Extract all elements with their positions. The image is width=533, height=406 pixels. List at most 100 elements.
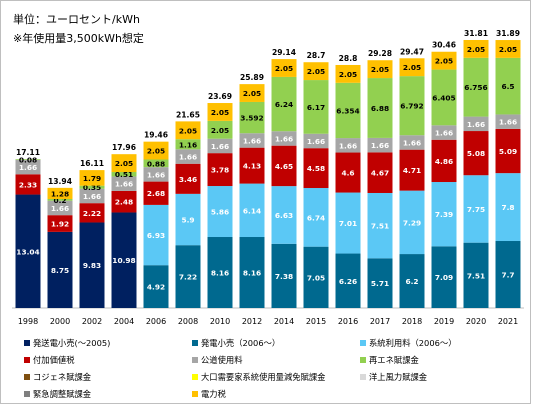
legend-label: 発送電小売(～2005) bbox=[33, 338, 111, 348]
x-tick-label: 2002 bbox=[82, 317, 102, 326]
total-value-label: 31.81 bbox=[464, 29, 488, 38]
bar-segment bbox=[143, 204, 169, 266]
segment-value-label: 2.05 bbox=[339, 70, 357, 79]
x-tick-label: 2004 bbox=[114, 317, 134, 326]
legend-swatch bbox=[192, 357, 198, 363]
bar-segment bbox=[271, 186, 297, 244]
bar-segment bbox=[207, 186, 233, 238]
legend-item: 再エネ賦課金 bbox=[360, 355, 419, 365]
segment-value-label: 6.14 bbox=[243, 206, 261, 215]
legend-label: 付加価値税 bbox=[33, 355, 75, 365]
bar-segment bbox=[335, 253, 361, 308]
legend-item: 電力税 bbox=[192, 389, 226, 399]
segment-value-label: 2.05 bbox=[371, 65, 389, 74]
x-tick-label: 2010 bbox=[210, 317, 230, 326]
segment-value-label: 6.88 bbox=[371, 104, 389, 113]
bar-segment bbox=[239, 147, 265, 184]
legend-item: 洋上風力賦課金 bbox=[360, 372, 427, 382]
segment-value-label: 10.98 bbox=[112, 256, 135, 265]
segment-value-label: 4.71 bbox=[403, 166, 421, 175]
segment-value-label: 8.16 bbox=[211, 269, 229, 278]
segment-value-label: 1.66 bbox=[211, 142, 229, 151]
bar-segment bbox=[303, 133, 329, 149]
bar-segment bbox=[367, 60, 393, 79]
x-tick-label: 2021 bbox=[498, 317, 518, 326]
segment-value-label: 4.67 bbox=[371, 169, 389, 178]
bar-segment bbox=[431, 51, 457, 70]
unit-label: 単位：ユーロセント/kWh bbox=[13, 13, 140, 26]
segment-value-label: 7.8 bbox=[501, 203, 514, 212]
bar-segment bbox=[431, 69, 457, 126]
legend-swatch bbox=[360, 374, 366, 380]
legend-label: 系統利用料（2006～） bbox=[369, 338, 457, 348]
legend-label: コジェネ賦課金 bbox=[33, 372, 92, 382]
bar-segment bbox=[367, 137, 393, 153]
bar-segment bbox=[175, 245, 201, 308]
total-value-label: 23.69 bbox=[208, 92, 232, 101]
segment-value-label: 3.46 bbox=[179, 175, 197, 184]
segment-value-label: 2.05 bbox=[211, 108, 229, 117]
x-tick-label: 2015 bbox=[306, 317, 326, 326]
segment-value-label: 0.35 bbox=[83, 183, 101, 192]
segment-value-label: 7.7 bbox=[501, 271, 514, 280]
x-tick-label: 2018 bbox=[402, 317, 422, 326]
x-tick-label: 1998 bbox=[18, 317, 38, 326]
bar-segment bbox=[431, 182, 457, 247]
total-value-label: 25.89 bbox=[240, 73, 264, 82]
segment-value-label: 2.05 bbox=[147, 147, 165, 156]
segment-value-label: 6.17 bbox=[307, 103, 325, 112]
legend-swatch bbox=[24, 357, 30, 363]
legend-swatch bbox=[192, 391, 198, 397]
bar-segment bbox=[111, 176, 137, 191]
segment-value-label: 6.74 bbox=[307, 213, 325, 222]
bar-segment bbox=[399, 76, 425, 136]
segment-value-label: 6.24 bbox=[275, 100, 293, 109]
bar-segment bbox=[495, 128, 521, 174]
bar-segment bbox=[399, 149, 425, 191]
segment-value-label: 5.86 bbox=[211, 208, 229, 217]
bar-segment bbox=[335, 152, 361, 193]
segment-value-label: 4.92 bbox=[147, 283, 165, 292]
legend-item: 系統利用料（2006～） bbox=[360, 338, 457, 348]
segment-value-label: 2.05 bbox=[179, 126, 197, 135]
segment-value-label: 1.79 bbox=[83, 174, 101, 183]
bar-segment bbox=[15, 194, 41, 308]
bar-segment bbox=[15, 174, 41, 195]
legend-swatch bbox=[360, 340, 366, 346]
bar-segment bbox=[463, 57, 489, 117]
bar-segment bbox=[399, 58, 425, 77]
total-value-label: 29.28 bbox=[368, 49, 392, 58]
bar-segment bbox=[399, 190, 425, 255]
bar-segment bbox=[207, 138, 233, 154]
bar-segment bbox=[79, 188, 105, 204]
segment-value-label: 7.05 bbox=[307, 273, 325, 282]
bar-segment bbox=[271, 243, 297, 308]
segment-value-label: 1.66 bbox=[339, 141, 357, 150]
bar-segment bbox=[47, 215, 73, 232]
total-value-label: 17.11 bbox=[16, 148, 40, 157]
legend-swatch bbox=[360, 357, 366, 363]
bar-segment bbox=[207, 153, 233, 187]
total-value-label: 29.14 bbox=[272, 48, 296, 57]
segment-value-label: 2.05 bbox=[435, 57, 453, 66]
segment-value-label: 7.75 bbox=[467, 205, 485, 214]
bar-segment bbox=[111, 190, 137, 213]
segment-value-label: 2.05 bbox=[467, 45, 485, 54]
bar-segment bbox=[335, 64, 361, 83]
legend-label: 大口需要家系統使用量減免賦課金 bbox=[201, 372, 326, 382]
segment-value-label: 7.38 bbox=[275, 272, 293, 281]
bar-segment bbox=[303, 188, 329, 247]
legend-item: 公道使用料 bbox=[192, 355, 243, 365]
x-tick-label: 2008 bbox=[178, 317, 198, 326]
x-tick-label: 2019 bbox=[434, 317, 454, 326]
bar-segment bbox=[303, 80, 329, 134]
segment-value-label: 1.66 bbox=[435, 129, 453, 138]
segment-value-label: 4.6 bbox=[341, 169, 354, 178]
segment-value-label: 6.354 bbox=[336, 106, 359, 115]
total-value-label: 28.7 bbox=[307, 51, 326, 60]
bar-segment bbox=[495, 57, 521, 115]
total-value-label: 29.47 bbox=[400, 47, 424, 56]
bar-segment bbox=[207, 103, 233, 121]
x-tick-label: 2016 bbox=[338, 317, 358, 326]
segment-value-label: 7.09 bbox=[435, 273, 453, 282]
